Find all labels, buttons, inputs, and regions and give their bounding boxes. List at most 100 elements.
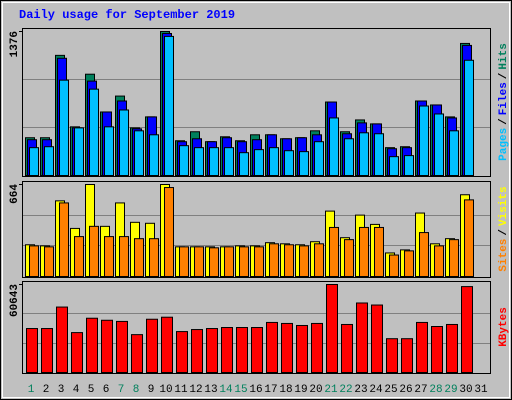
y-tick-label: 664 — [9, 184, 21, 204]
bar — [326, 284, 338, 373]
bar — [254, 149, 264, 177]
bar — [44, 246, 54, 277]
bar — [59, 202, 69, 277]
bar — [314, 141, 324, 177]
bar — [71, 332, 83, 374]
bar — [389, 254, 399, 277]
x-tick-label: 20 — [309, 384, 322, 396]
bar — [236, 327, 248, 373]
bar — [266, 321, 278, 374]
bar — [404, 250, 414, 278]
bar — [446, 323, 458, 374]
bar — [194, 147, 204, 177]
legend: Sites / Visits — [498, 186, 510, 271]
bar — [74, 236, 84, 278]
bar — [194, 246, 204, 277]
x-tick-label: 9 — [148, 384, 155, 396]
x-tick-label: 16 — [249, 384, 262, 396]
bar — [56, 306, 68, 373]
bar — [464, 59, 474, 176]
bar — [149, 134, 159, 176]
bar — [284, 244, 294, 278]
bar — [179, 145, 189, 177]
legend-entry: Visits — [498, 186, 510, 226]
legend-separator: / — [498, 118, 510, 125]
bar — [179, 246, 189, 277]
bar — [281, 322, 293, 374]
bar — [119, 236, 129, 278]
bar — [119, 109, 129, 176]
legend-entry: Sites — [498, 239, 510, 272]
x-tick-label: 29 — [444, 384, 457, 396]
x-tick-label: 22 — [339, 384, 352, 396]
y-tick-label: 1376 — [9, 31, 21, 57]
bar — [356, 302, 368, 374]
bar — [269, 147, 279, 177]
legend-entry: Hits — [498, 43, 510, 69]
bar — [29, 147, 39, 177]
x-tick-label: 18 — [279, 384, 292, 396]
bar — [269, 243, 279, 278]
bar — [359, 226, 369, 278]
bar — [389, 156, 399, 177]
bar — [131, 334, 143, 373]
bar — [461, 286, 473, 374]
bar — [206, 328, 218, 373]
bar — [299, 151, 309, 177]
bar — [419, 232, 429, 277]
bar — [329, 117, 339, 177]
x-tick-label: 19 — [294, 384, 307, 396]
x-tick-label: 10 — [159, 384, 172, 396]
x-tick-label: 2 — [43, 384, 50, 396]
x-tick-label: 14 — [219, 384, 233, 396]
bar — [434, 245, 444, 277]
x-tick-label: 26 — [399, 384, 412, 396]
bar — [74, 127, 84, 176]
bar — [386, 338, 398, 373]
bar — [419, 105, 429, 176]
y-tick-label: 60643 — [9, 284, 21, 317]
legend-entry: Pages — [498, 128, 510, 161]
bar — [284, 150, 294, 177]
x-tick-label: 7 — [118, 384, 125, 396]
bar — [344, 138, 354, 176]
x-tick-label: 3 — [58, 384, 65, 396]
bar — [164, 35, 174, 176]
bar — [299, 245, 309, 277]
bar — [101, 319, 113, 373]
x-tick-label: 27 — [414, 384, 427, 396]
x-tick-label: 5 — [88, 384, 95, 396]
bar — [161, 316, 173, 373]
x-tick-label: 17 — [264, 384, 277, 396]
bar — [209, 247, 219, 277]
bar — [374, 226, 384, 278]
bar — [311, 322, 323, 374]
bar — [104, 236, 114, 278]
bar — [431, 325, 443, 373]
x-tick-label: 23 — [354, 384, 367, 396]
legend-entry: Files — [498, 82, 510, 115]
bar — [149, 238, 159, 277]
bar — [59, 79, 69, 176]
x-tick-label: 8 — [133, 384, 140, 396]
bar — [134, 238, 144, 277]
legend-separator: / — [498, 229, 510, 236]
x-tick-label: 15 — [234, 384, 247, 396]
bar — [251, 327, 263, 373]
bar — [464, 199, 474, 277]
x-tick-label: 21 — [324, 384, 338, 396]
x-tick-label: 31 — [474, 384, 488, 396]
x-tick-label: 28 — [429, 384, 442, 396]
bar — [224, 147, 234, 177]
bar — [26, 328, 38, 373]
legend-separator: / — [498, 72, 510, 79]
x-tick-label: 13 — [204, 384, 217, 396]
bar — [86, 317, 98, 373]
bar — [341, 323, 353, 374]
bar — [89, 88, 99, 176]
bar — [401, 338, 413, 373]
bar — [41, 328, 53, 373]
bar — [371, 304, 383, 374]
bar — [176, 331, 188, 374]
